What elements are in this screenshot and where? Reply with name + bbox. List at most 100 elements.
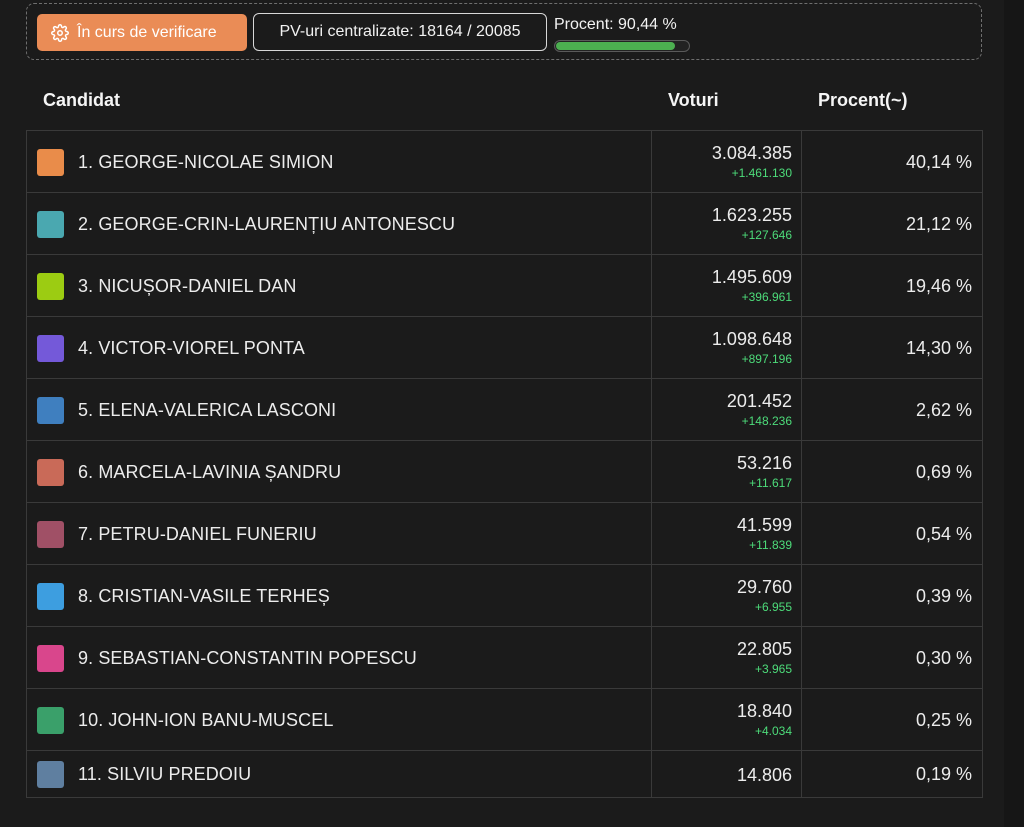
column-divider bbox=[651, 751, 652, 797]
column-divider bbox=[801, 627, 802, 688]
column-divider bbox=[651, 503, 652, 564]
candidate-percent: 0,19 % bbox=[915, 764, 972, 784]
candidate-votes-delta: +11.839 bbox=[749, 538, 792, 552]
gear-icon bbox=[51, 23, 69, 42]
candidate-votes-delta: +4.034 bbox=[754, 724, 792, 738]
candidate-color-swatch bbox=[37, 459, 64, 486]
candidate-color-swatch bbox=[37, 707, 64, 734]
candidate-votes-delta: +11.617 bbox=[749, 476, 792, 490]
verification-status-button[interactable]: În curs de verificare bbox=[37, 14, 247, 51]
candidate-name: 9. SEBASTIAN-CONSTANTIN POPESCU bbox=[78, 648, 417, 668]
candidate-percent: 0,54 % bbox=[915, 524, 972, 544]
header-votes: Voturi bbox=[668, 90, 719, 110]
candidate-votes-delta: +148.236 bbox=[741, 414, 792, 428]
progress-fill bbox=[556, 42, 676, 50]
column-divider bbox=[801, 193, 802, 254]
column-divider bbox=[801, 441, 802, 502]
candidate-color-swatch bbox=[37, 149, 64, 176]
table-header: Candidat Voturi Procent(~) bbox=[26, 74, 982, 130]
column-divider bbox=[651, 255, 652, 316]
column-divider bbox=[801, 565, 802, 626]
header-percent: Procent(~) bbox=[818, 90, 908, 110]
table-row: 6. MARCELA-LAVINIA ȘANDRU 53.216 +11.617 0,… bbox=[27, 441, 982, 503]
column-divider bbox=[801, 379, 802, 440]
candidate-votes-delta: +1.461.130 bbox=[731, 166, 792, 180]
column-divider bbox=[801, 503, 802, 564]
candidate-votes-delta: +396.961 bbox=[741, 290, 792, 304]
candidate-name: 11. SILVIU PREDOIU bbox=[78, 764, 252, 784]
candidate-votes: 14.806 bbox=[736, 765, 792, 785]
candidate-name: 10. JOHN-ION BANU-MUSCEL bbox=[78, 710, 334, 730]
candidate-color-swatch bbox=[37, 397, 64, 424]
candidate-percent: 2,62 % bbox=[915, 400, 972, 420]
column-divider bbox=[651, 379, 652, 440]
column-divider bbox=[651, 627, 652, 688]
pv-counter-label: PV-uri centralizate: 18164 / 20085 bbox=[279, 23, 521, 40]
candidate-name: 4. VICTOR-VIOREL PONTA bbox=[78, 338, 305, 358]
column-divider bbox=[801, 751, 802, 797]
candidate-percent: 0,30 % bbox=[915, 648, 972, 668]
column-divider bbox=[801, 689, 802, 750]
candidate-votes: 201.452 bbox=[726, 391, 792, 411]
pv-counter: PV-uri centralizate: 18164 / 20085 bbox=[253, 13, 547, 51]
table-row: 1. GEORGE-NICOLAE SIMION 3.084.385 +1.461.… bbox=[27, 131, 982, 193]
column-divider bbox=[801, 317, 802, 378]
column-divider bbox=[651, 441, 652, 502]
table-row: 7. PETRU-DANIEL FUNERIU 41.599 +11.839 0,54… bbox=[27, 503, 982, 565]
candidate-color-swatch bbox=[37, 521, 64, 548]
table-row: 2. GEORGE-CRIN-LAURENȚIU ANTONESCU 1.623.… bbox=[27, 193, 982, 255]
progress-bar bbox=[554, 40, 690, 52]
table-row: 3. NICUȘOR-DANIEL DAN 1.495.609 +396.961 19… bbox=[27, 255, 982, 317]
candidate-name: 2. GEORGE-CRIN-LAURENȚIU ANTONESCU bbox=[78, 214, 456, 234]
candidate-percent: 40,14 % bbox=[905, 152, 972, 172]
candidate-percent: 19,46 % bbox=[905, 276, 972, 296]
candidate-votes-delta: +3.965 bbox=[754, 662, 792, 676]
candidate-votes: 41.599 bbox=[736, 515, 792, 535]
percent-indicator: Procent: 90,44 % bbox=[554, 16, 694, 56]
table-row: 8. CRISTIAN-VASILE TERHEȘ 29.760 +6.955 0,3… bbox=[27, 565, 982, 627]
candidate-percent: 0,25 % bbox=[915, 710, 972, 730]
candidate-votes: 1.623.255 bbox=[711, 205, 792, 225]
candidate-color-swatch bbox=[37, 335, 64, 362]
candidate-color-swatch bbox=[37, 583, 64, 610]
column-divider bbox=[651, 689, 652, 750]
table-row: 10. JOHN-ION BANU-MUSCEL 18.840 +4.034 0,25… bbox=[27, 689, 982, 751]
column-divider bbox=[651, 565, 652, 626]
candidate-votes: 29.760 bbox=[736, 577, 792, 597]
candidate-color-swatch bbox=[37, 211, 64, 238]
percent-label: Procent: 90,44 % bbox=[554, 16, 677, 33]
candidate-votes: 1.495.609 bbox=[711, 267, 792, 287]
column-divider bbox=[651, 193, 652, 254]
header-candidate: Candidat bbox=[43, 90, 121, 110]
column-divider bbox=[651, 131, 652, 192]
status-panel: În curs de verificare PV-uri centralizat… bbox=[26, 3, 982, 60]
candidate-color-swatch bbox=[37, 273, 64, 300]
candidate-votes: 1.098.648 bbox=[711, 329, 792, 349]
candidate-votes: 18.840 bbox=[736, 701, 792, 721]
candidate-name: 5. ELENA-VALERICA LASCONI bbox=[78, 400, 337, 420]
table-row: 9. SEBASTIAN-CONSTANTIN POPESCU 22.805 +3.… bbox=[27, 627, 982, 689]
candidate-name: 7. PETRU-DANIEL FUNERIU bbox=[78, 524, 317, 544]
verification-status-label: În curs de verificare bbox=[77, 23, 217, 41]
table-row: 5. ELENA-VALERICA LASCONI 201.452 +148.236… bbox=[27, 379, 982, 441]
column-divider bbox=[651, 317, 652, 378]
candidate-name: 1. GEORGE-NICOLAE SIMION bbox=[78, 152, 334, 172]
candidate-votes-delta: +897.196 bbox=[741, 352, 792, 366]
column-divider bbox=[801, 131, 802, 192]
table-row: 4. VICTOR-VIOREL PONTA 1.098.648 +897.196 1… bbox=[27, 317, 982, 379]
candidate-percent: 14,30 % bbox=[905, 338, 972, 358]
candidate-color-swatch bbox=[37, 645, 64, 672]
candidate-percent: 0,39 % bbox=[915, 586, 972, 606]
candidate-color-swatch bbox=[37, 761, 64, 788]
scrollbar-track[interactable] bbox=[1004, 0, 1024, 827]
candidate-votes: 22.805 bbox=[736, 639, 792, 659]
column-divider bbox=[801, 255, 802, 316]
candidate-votes: 53.216 bbox=[736, 453, 792, 473]
candidate-votes: 3.084.385 bbox=[711, 143, 792, 163]
candidate-votes-delta: +127.646 bbox=[741, 228, 792, 242]
candidate-name: 8. CRISTIAN-VASILE TERHEȘ bbox=[78, 586, 330, 606]
candidate-votes-delta: +6.955 bbox=[754, 600, 792, 614]
table-row: 11. SILVIU PREDOIU 14.806 0,19 % bbox=[27, 751, 982, 797]
results-table: 1. GEORGE-NICOLAE SIMION 3.084.385 +1.461.… bbox=[26, 130, 983, 798]
candidate-percent: 21,12 % bbox=[905, 214, 972, 234]
